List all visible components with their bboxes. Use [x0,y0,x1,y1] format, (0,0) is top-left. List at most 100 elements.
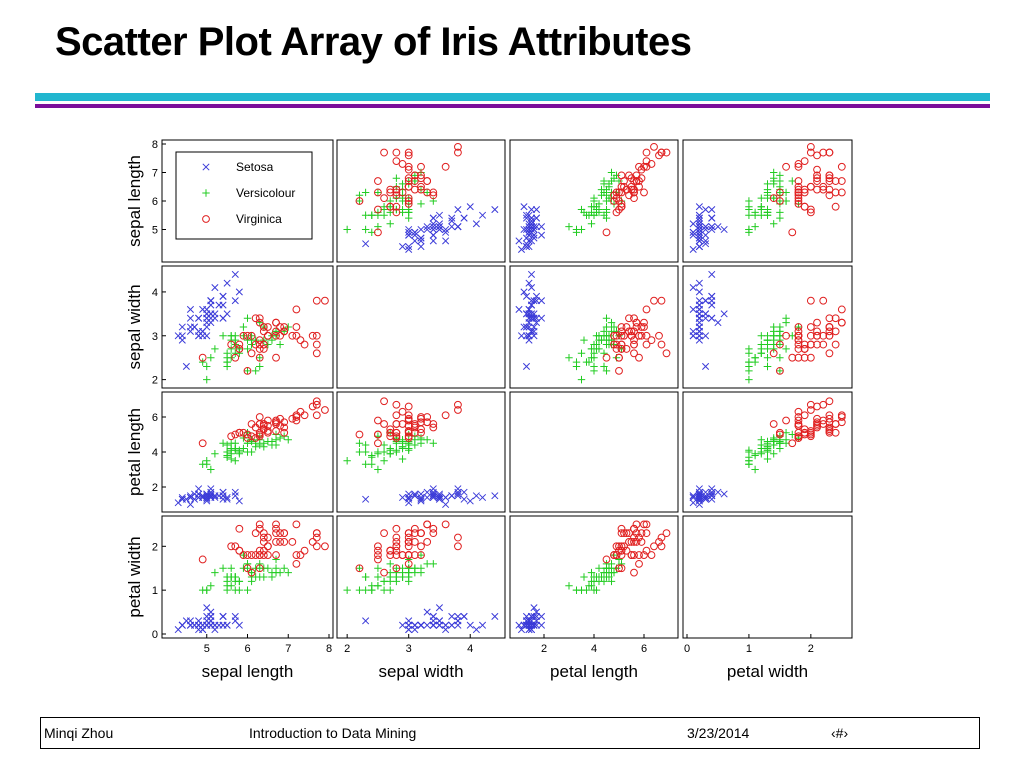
data-point-virginica [251,529,260,538]
data-point-versicolour [585,582,593,590]
data-point-virginica [837,318,846,327]
data-point-versicolour [776,353,784,362]
data-point-virginica [300,546,309,555]
data-point-setosa [215,301,223,309]
data-point-versicolour [374,465,382,474]
data-point-setosa [537,621,546,629]
data-point-virginica [640,318,648,327]
data-point-virginica [235,546,244,555]
legend-label-setosa: Setosa [236,160,274,174]
data-point-setosa [207,297,215,305]
x-tick-label: 8 [326,643,332,655]
data-point-virginica [251,423,260,432]
data-point-virginica [417,174,425,183]
data-point-virginica [657,542,666,551]
data-point-virginica [404,411,413,420]
data-point-virginica [251,314,260,323]
data-point-versicolour [223,349,231,358]
data-point-setosa [702,332,710,340]
data-point-virginica [837,305,846,314]
data-point-virginica [231,430,240,439]
data-point-versicolour [776,214,784,222]
data-point-virginica [392,400,401,409]
data-point-setosa [689,499,697,507]
data-point-setosa [522,332,531,340]
data-point-virginica [800,340,809,349]
data-point-setosa [231,617,239,625]
data-point-virginica [374,177,382,185]
data-point-setosa [530,225,538,234]
data-point-virginica [637,331,646,340]
data-point-virginica [617,546,626,555]
x-tick-label: 4 [591,643,597,655]
data-point-setosa [448,621,456,629]
data-point-setosa [695,288,703,296]
data-point-versicolour [580,336,588,344]
data-point-virginica [276,323,285,331]
data-point-virginica [296,551,305,559]
data-point-setosa [695,500,703,509]
data-point-setosa [202,163,210,171]
data-point-setosa [405,493,413,502]
data-point-versicolour [776,367,784,375]
data-point-virginica [404,428,413,437]
data-point-virginica [423,418,432,427]
data-point-setosa [525,237,533,245]
data-point-setosa [362,617,370,625]
data-point-virginica [806,353,815,362]
data-point-virginica [380,529,388,538]
data-point-virginica [806,340,815,349]
data-point-setosa [417,621,425,629]
data-point-virginica [312,296,321,305]
data-point-virginica [630,336,638,345]
data-point-versicolour [769,437,778,446]
data-point-virginica [410,529,419,538]
x-tick-label: 6 [641,643,647,655]
data-point-virginica [292,323,301,331]
data-point-virginica [825,411,834,420]
data-point-setosa [702,495,710,503]
data-point-virginica [612,551,621,559]
data-point-virginica [231,353,240,362]
data-point-setosa [362,240,370,248]
panel-points [689,142,846,254]
data-point-versicolour [745,446,753,454]
data-point-virginica [627,327,636,336]
data-point-virginica [392,533,401,542]
data-point-versicolour [211,568,219,577]
data-point-virginica [259,546,268,555]
data-point-setosa [454,488,462,496]
data-point-virginica [404,538,413,546]
data-point-virginica [662,349,671,358]
data-point-versicolour [343,225,351,234]
data-point-virginica [255,520,264,529]
data-point-virginica [635,353,643,362]
data-point-setosa [695,217,703,225]
data-point-virginica [625,538,633,546]
data-point-virginica [239,428,248,437]
data-point-versicolour [219,332,227,340]
data-point-virginica [602,353,611,362]
data-point-setosa [515,305,523,314]
data-point-setosa [182,362,190,371]
data-point-virginica [410,171,419,180]
data-point-versicolour [590,211,598,219]
data-point-versicolour [272,555,280,564]
data-point-versicolour [374,573,382,581]
data-point-virginica [825,397,834,406]
data-point-versicolour [404,555,413,564]
data-point-virginica [255,524,264,533]
data-point-versicolour [256,353,264,362]
data-point-versicolour [751,353,759,362]
data-point-setosa [223,493,231,502]
data-point-versicolour [615,177,623,185]
data-point-versicolour [607,177,616,185]
data-point-setosa [714,319,722,327]
data-point-virginica [650,296,658,305]
data-point-virginica [259,533,268,542]
data-point-versicolour [223,577,231,586]
data-point-versicolour [590,194,598,202]
data-point-virginica [255,314,264,323]
data-point-virginica [292,551,301,559]
